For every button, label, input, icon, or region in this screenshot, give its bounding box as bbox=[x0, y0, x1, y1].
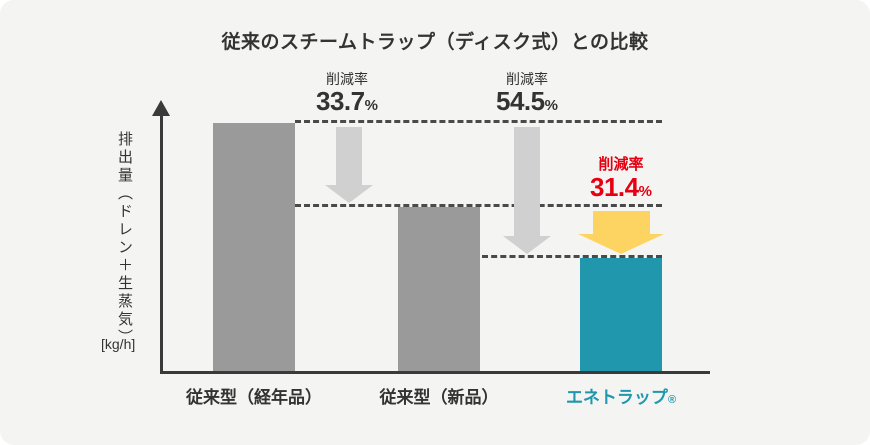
arrow-head bbox=[325, 184, 373, 203]
reduction-label-54: 削減率 54.5% bbox=[465, 71, 589, 117]
arrow-shaft bbox=[514, 127, 540, 237]
y-axis-label: 排出量（ドレン＋生蒸気） bbox=[116, 131, 133, 347]
percent-sign: % bbox=[638, 183, 652, 201]
reduction-arrow-33-icon bbox=[325, 127, 373, 203]
y-axis-unit: [kg/h] bbox=[101, 336, 136, 352]
reduction-arrow-31-icon bbox=[578, 210, 664, 255]
reduction-value: 54.5 bbox=[496, 86, 545, 117]
reduction-caption: 削減率 bbox=[598, 156, 644, 173]
reduction-label-31-highlight: 削減率 31.4% bbox=[559, 156, 683, 203]
reduction-label-33: 削減率 33.7% bbox=[285, 71, 409, 117]
category-label-conventional-aged: 従来型（経年品） bbox=[154, 383, 354, 408]
bar-enetrap bbox=[580, 258, 662, 371]
reduction-caption: 削減率 bbox=[326, 71, 368, 87]
chart-title: 従来のスチームトラップ（ディスク式）との比較 bbox=[221, 32, 649, 53]
reduction-value: 31.4 bbox=[590, 172, 639, 203]
bar-conventional-aged bbox=[213, 123, 295, 371]
reduction-value: 33.7 bbox=[316, 86, 365, 117]
arrow-shaft bbox=[336, 127, 362, 185]
arrow-head bbox=[503, 236, 551, 255]
arrow-shaft bbox=[592, 210, 650, 235]
percent-sign: % bbox=[364, 97, 378, 115]
category-text: エネトラップ bbox=[565, 388, 668, 407]
bar-conventional-new bbox=[398, 206, 480, 371]
dotted-line-level-2 bbox=[295, 203, 662, 207]
registered-mark: ® bbox=[667, 394, 677, 406]
category-text: 従来型（経年品） bbox=[186, 388, 322, 407]
dotted-line-level-1 bbox=[295, 120, 662, 123]
y-axis-line bbox=[160, 110, 163, 373]
x-axis-line bbox=[160, 371, 710, 374]
percent-sign: % bbox=[544, 97, 558, 115]
arrow-head bbox=[578, 234, 664, 255]
category-text: 従来型（新品） bbox=[379, 388, 499, 407]
reduction-arrow-54-icon bbox=[503, 127, 551, 255]
category-label-enetrap: エネトラップ® bbox=[521, 383, 721, 408]
dotted-line-level-3 bbox=[482, 255, 662, 259]
category-label-conventional-new: 従来型（新品） bbox=[339, 383, 539, 408]
reduction-caption: 削減率 bbox=[506, 71, 548, 87]
y-axis-arrow-icon bbox=[152, 100, 170, 116]
